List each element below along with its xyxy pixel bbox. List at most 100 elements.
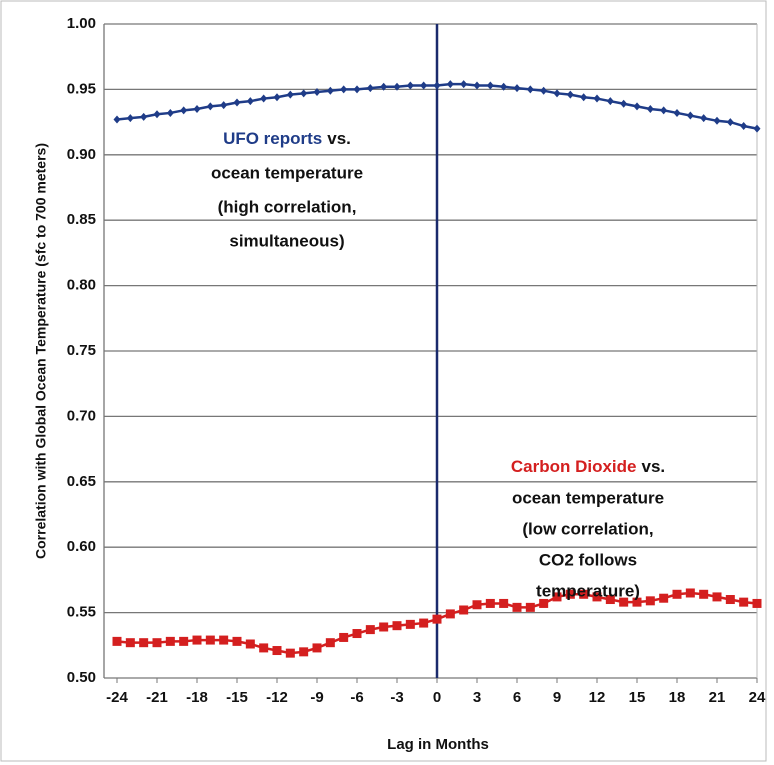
- annotation-heading: Carbon Dioxide vs.: [511, 457, 665, 476]
- marker: [660, 106, 668, 115]
- marker: [580, 93, 588, 102]
- x-tick-label: -12: [266, 689, 288, 706]
- y-tick-label: 0.90: [67, 146, 96, 163]
- marker: [379, 622, 389, 632]
- annotation-text: vs.: [327, 129, 351, 148]
- marker: [286, 90, 294, 99]
- marker: [125, 638, 135, 648]
- marker: [405, 619, 415, 629]
- x-tick-label: 18: [669, 689, 686, 706]
- marker: [632, 597, 642, 607]
- marker: [433, 81, 441, 90]
- marker: [713, 116, 721, 125]
- marker: [340, 85, 348, 94]
- marker: [233, 98, 241, 107]
- x-tick-label: 9: [553, 689, 561, 706]
- annotation-text: vs.: [641, 457, 665, 476]
- marker: [339, 632, 349, 642]
- marker: [446, 80, 454, 89]
- marker: [300, 89, 308, 98]
- annotation-heading: UFO reports vs.: [223, 129, 351, 148]
- marker: [672, 589, 682, 599]
- x-tick-label: 3: [473, 689, 481, 706]
- marker: [205, 635, 215, 645]
- marker: [193, 105, 201, 114]
- x-tick-label: -3: [390, 689, 403, 706]
- x-tick-label: 6: [513, 689, 521, 706]
- marker: [579, 589, 589, 599]
- marker: [325, 638, 335, 648]
- marker: [605, 595, 615, 605]
- marker: [540, 86, 548, 95]
- annotation-text: (low correlation,: [522, 519, 653, 538]
- marker: [272, 646, 282, 656]
- x-tick-label: 21: [709, 689, 726, 706]
- marker: [752, 598, 762, 608]
- x-tick-label: 0: [433, 689, 441, 706]
- marker: [499, 598, 509, 608]
- marker: [285, 648, 295, 658]
- marker: [153, 110, 161, 119]
- marker: [753, 124, 761, 133]
- marker: [739, 597, 749, 607]
- x-tick-label: 24: [749, 689, 766, 706]
- marker: [112, 636, 122, 646]
- marker: [179, 636, 189, 646]
- marker: [726, 118, 734, 127]
- y-tick-label: 0.65: [67, 473, 96, 490]
- marker: [165, 636, 175, 646]
- annotation-highlight: UFO reports: [223, 129, 322, 148]
- marker: [686, 111, 694, 120]
- marker: [645, 596, 655, 606]
- marker: [553, 89, 561, 98]
- marker: [259, 643, 269, 653]
- y-tick-label: 0.75: [67, 342, 96, 359]
- marker: [485, 598, 495, 608]
- marker: [220, 101, 228, 110]
- x-tick-label: -18: [186, 689, 208, 706]
- marker: [673, 108, 681, 117]
- marker: [126, 114, 134, 123]
- marker: [380, 82, 388, 91]
- marker: [192, 635, 202, 645]
- marker: [552, 592, 562, 602]
- marker: [593, 94, 601, 103]
- marker: [299, 647, 309, 657]
- marker: [113, 115, 121, 124]
- x-tick-label: 15: [629, 689, 646, 706]
- annotation-text: (high correlation,: [218, 197, 357, 216]
- y-tick-label: 0.55: [67, 604, 96, 621]
- y-tick-label: 0.70: [67, 407, 96, 424]
- marker: [219, 635, 229, 645]
- marker: [419, 618, 429, 628]
- marker: [366, 84, 374, 93]
- y-tick-label: 0.95: [67, 80, 96, 97]
- marker: [445, 609, 455, 619]
- marker: [166, 108, 174, 117]
- marker: [512, 602, 522, 612]
- marker: [500, 82, 508, 91]
- marker: [352, 629, 362, 639]
- x-tick-label: -24: [106, 689, 128, 706]
- marker: [206, 102, 214, 111]
- marker: [539, 598, 549, 608]
- marker: [700, 114, 708, 123]
- y-tick-label: 0.60: [67, 538, 96, 555]
- marker: [685, 588, 695, 598]
- x-axis-label: Lag in Months: [387, 736, 489, 753]
- marker: [326, 86, 334, 95]
- marker: [180, 106, 188, 115]
- marker: [139, 638, 149, 648]
- marker: [459, 605, 469, 615]
- y-tick-label: 0.85: [67, 211, 96, 228]
- marker: [392, 621, 402, 631]
- marker: [312, 643, 322, 653]
- marker: [619, 597, 629, 607]
- marker: [712, 592, 722, 602]
- marker: [606, 97, 614, 106]
- marker: [526, 85, 534, 94]
- annotation-text: temperature): [536, 581, 640, 600]
- marker: [406, 81, 414, 90]
